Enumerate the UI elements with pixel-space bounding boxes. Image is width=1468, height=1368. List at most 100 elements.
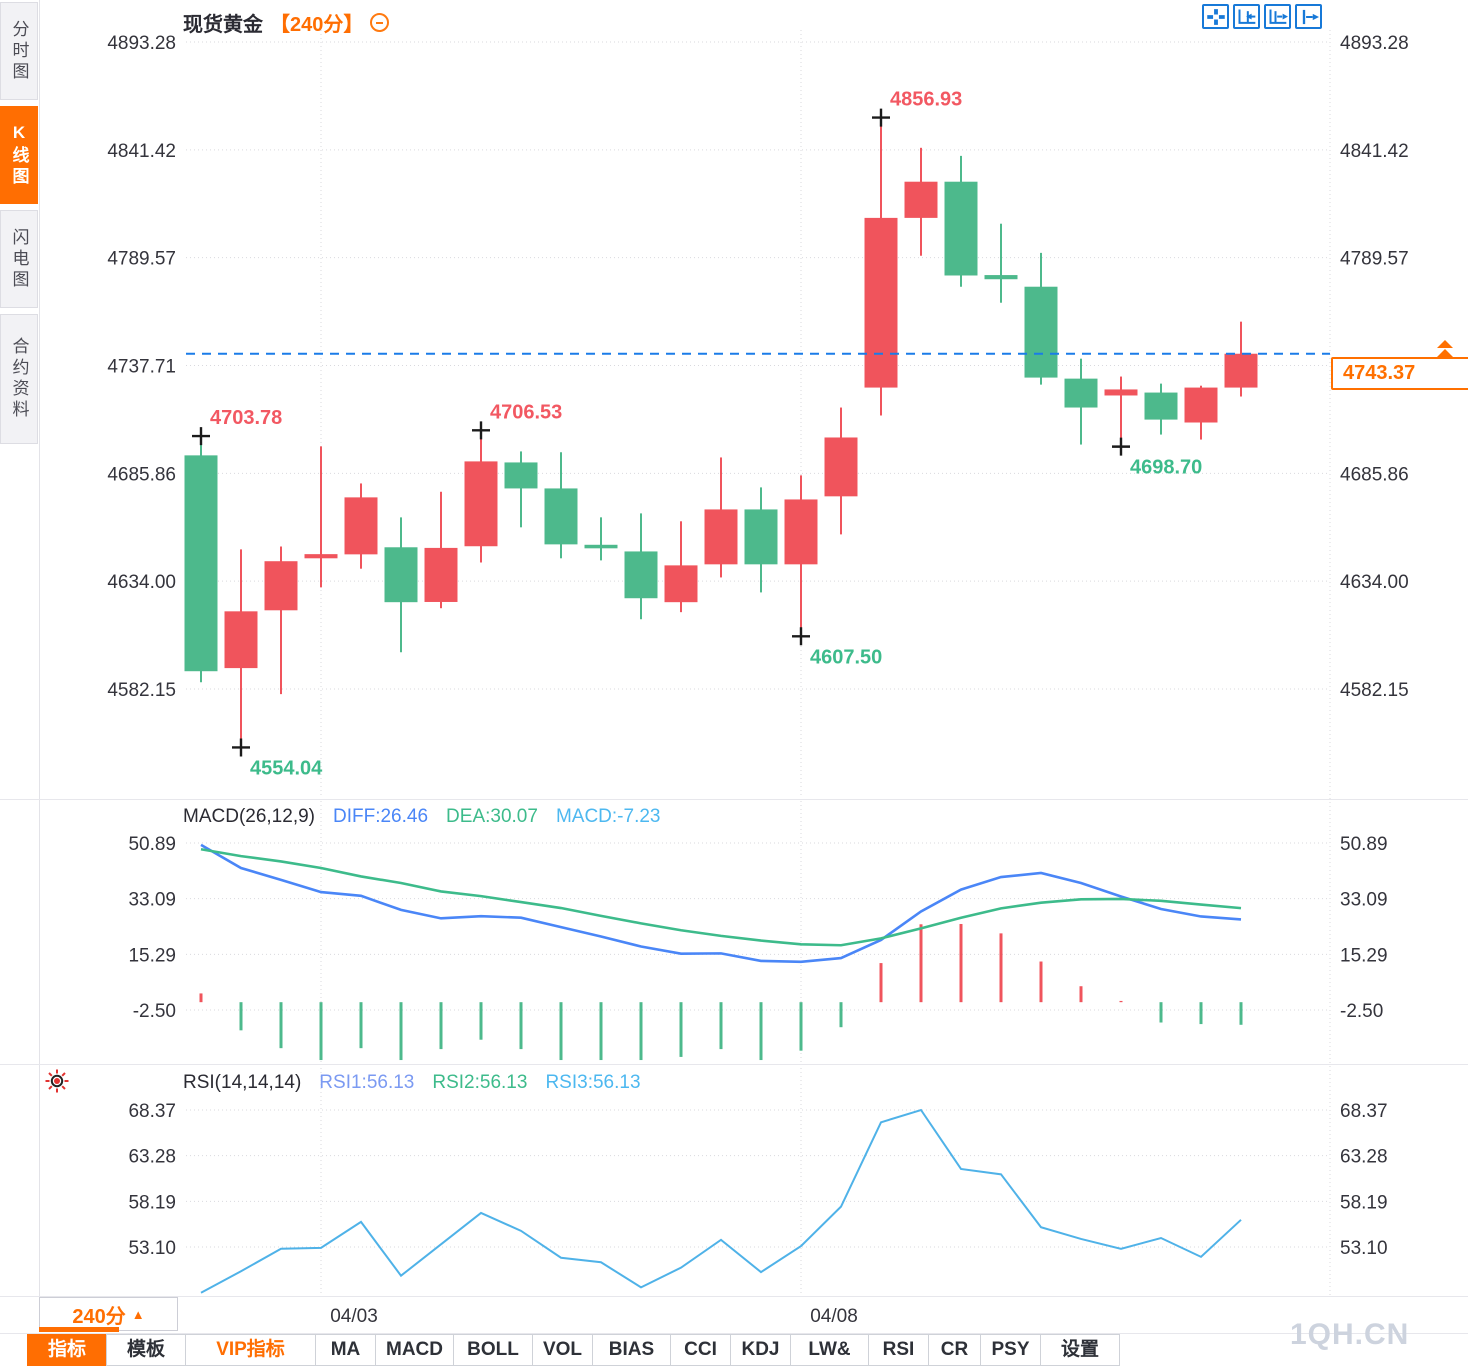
toolbar-button-MACD[interactable]: MACD: [375, 1334, 454, 1366]
gridlines: [186, 30, 1331, 1295]
svg-text:4893.28: 4893.28: [107, 33, 176, 54]
toolbar-button-指标[interactable]: 指标: [27, 1334, 107, 1366]
macd-diff-line: [200, 843, 1242, 964]
toolbar-button-设置[interactable]: 设置: [1040, 1334, 1120, 1366]
svg-text:4856.93: 4856.93: [890, 89, 962, 111]
sidebar-tab-3[interactable]: 闪电图: [0, 210, 38, 308]
macd-lines: [200, 843, 1242, 964]
annotations: 4703.78 4554.04 4706.53 4607.50 4856.93 4698.…: [192, 89, 1202, 779]
triangle-up-icon: ▲: [131, 1306, 145, 1322]
svg-text:4893.28: 4893.28: [1340, 33, 1409, 54]
panel-separator: [0, 1064, 1468, 1065]
svg-text:63.28: 63.28: [1340, 1147, 1388, 1168]
svg-text:4737.71: 4737.71: [107, 357, 176, 378]
period-selector-underline: [39, 1327, 119, 1332]
sidebar-tab-1[interactable]: 分时图: [0, 2, 38, 100]
svg-text:53.10: 53.10: [1340, 1238, 1388, 1259]
svg-text:68.37: 68.37: [128, 1101, 176, 1122]
toolbar-button-MA[interactable]: MA: [315, 1334, 376, 1366]
toolbar-button-LW&[interactable]: LW&: [790, 1334, 869, 1366]
svg-text:15.29: 15.29: [128, 945, 176, 966]
toolbar-button-CR[interactable]: CR: [928, 1334, 981, 1366]
toolbar-button-BIAS[interactable]: BIAS: [592, 1334, 671, 1366]
macd-dea-value: DEA:30.07: [446, 806, 538, 827]
toolbar-button-RSI[interactable]: RSI: [868, 1334, 929, 1366]
shift-right-icon[interactable]: [1295, 4, 1322, 29]
current-price-box: 4743.37: [1331, 357, 1468, 390]
watermark: 1QH.CN: [1290, 1318, 1410, 1351]
svg-text:50.89: 50.89: [1340, 834, 1388, 855]
macd-diff-value: DIFF:26.46: [333, 806, 429, 827]
rsi-title: RSI(14,14,14): [183, 1072, 302, 1093]
toolbar-button-BOLL[interactable]: BOLL: [453, 1334, 533, 1366]
toolbar-button-KDJ[interactable]: KDJ: [730, 1334, 791, 1366]
panel-separator: [0, 799, 1468, 800]
svg-text:4841.42: 4841.42: [1340, 141, 1409, 162]
collapse-panel-icon[interactable]: [370, 13, 390, 32]
axis-labels: 4893.28 4893.28 4841.42 4841.42 4789.57 4789.…: [107, 33, 1408, 1327]
period-selector-label: 240分: [72, 1305, 126, 1328]
indicator-sun-icon[interactable]: [44, 1068, 70, 1094]
current-price-value: 4743.37: [1343, 362, 1416, 384]
toolbar-button-模板[interactable]: 模板: [106, 1334, 186, 1366]
candles: [184, 117, 1258, 748]
rsi3-value: RSI3:56.13: [545, 1072, 641, 1093]
svg-text:4634.00: 4634.00: [1340, 572, 1409, 593]
toolbar-button-PSY[interactable]: PSY: [980, 1334, 1041, 1366]
svg-text:33.09: 33.09: [128, 890, 176, 911]
svg-text:4685.86: 4685.86: [1340, 464, 1409, 485]
price-pointer-icon: [1437, 340, 1453, 348]
svg-text:4685.86: 4685.86: [107, 464, 176, 485]
svg-text:50.89: 50.89: [128, 834, 176, 855]
svg-text:4703.78: 4703.78: [210, 407, 282, 429]
macd-title: MACD(26,12,9): [183, 806, 315, 827]
svg-text:-2.50: -2.50: [133, 1001, 176, 1022]
panel-separator: [0, 1333, 1468, 1334]
svg-text:4789.57: 4789.57: [107, 249, 176, 270]
toolbar-button-VIP指标[interactable]: VIP指标: [185, 1334, 316, 1366]
instrument-name: 现货黄金: [183, 14, 263, 36]
toolbar-button-VOL[interactable]: VOL: [532, 1334, 593, 1366]
period-selector[interactable]: 240分 ▲: [39, 1297, 178, 1331]
macd-histogram: [199, 923, 1243, 1061]
svg-text:04/03: 04/03: [330, 1306, 378, 1327]
svg-text:68.37: 68.37: [1340, 1101, 1388, 1122]
svg-text:4841.42: 4841.42: [107, 141, 176, 162]
svg-text:63.28: 63.28: [128, 1147, 176, 1168]
period-label: 【240分】: [270, 14, 364, 36]
compress-x-axis-icon[interactable]: [1233, 4, 1260, 29]
svg-text:4698.70: 4698.70: [1130, 457, 1202, 479]
svg-text:04/08: 04/08: [810, 1306, 858, 1327]
svg-text:4582.15: 4582.15: [107, 680, 176, 701]
svg-text:4634.00: 4634.00: [107, 572, 176, 593]
svg-text:33.09: 33.09: [1340, 890, 1388, 911]
svg-text:15.29: 15.29: [1340, 945, 1388, 966]
svg-text:4706.53: 4706.53: [490, 401, 562, 423]
sidebar-tab-4[interactable]: 合约资料: [0, 314, 38, 444]
pan-icon[interactable]: [1202, 4, 1229, 29]
macd-header: MACD(26,12,9) DIFF:26.46 DEA:30.07 MACD:…: [183, 806, 660, 828]
expand-x-axis-icon[interactable]: [1264, 4, 1291, 29]
svg-text:53.10: 53.10: [128, 1238, 176, 1259]
sidebar-tab-2[interactable]: K线图: [0, 106, 38, 204]
svg-text:58.19: 58.19: [1340, 1192, 1388, 1213]
chart-tool-buttons: [1202, 4, 1322, 29]
macd-dea-line: [200, 847, 1242, 947]
chart-title: 现货黄金 【240分】: [183, 8, 390, 37]
svg-text:4789.57: 4789.57: [1340, 249, 1409, 270]
svg-text:-2.50: -2.50: [1340, 1001, 1383, 1022]
panel-separator: [0, 1296, 1468, 1297]
svg-text:4554.04: 4554.04: [250, 757, 323, 779]
rsi-line: [200, 1108, 1242, 1294]
rsi1-value: RSI1:56.13: [319, 1072, 415, 1093]
sidebar-divider: [39, 0, 40, 1296]
rsi-header: RSI(14,14,14) RSI1:56.13 RSI2:56.13 RSI3…: [183, 1072, 641, 1094]
rsi2-value: RSI2:56.13: [432, 1072, 528, 1093]
macd-macd-value: MACD:-7.23: [555, 806, 661, 827]
price-pointer-icon: [1437, 349, 1453, 357]
toolbar-button-CCI[interactable]: CCI: [670, 1334, 731, 1366]
svg-text:4582.15: 4582.15: [1340, 680, 1409, 701]
svg-text:58.19: 58.19: [128, 1192, 176, 1213]
